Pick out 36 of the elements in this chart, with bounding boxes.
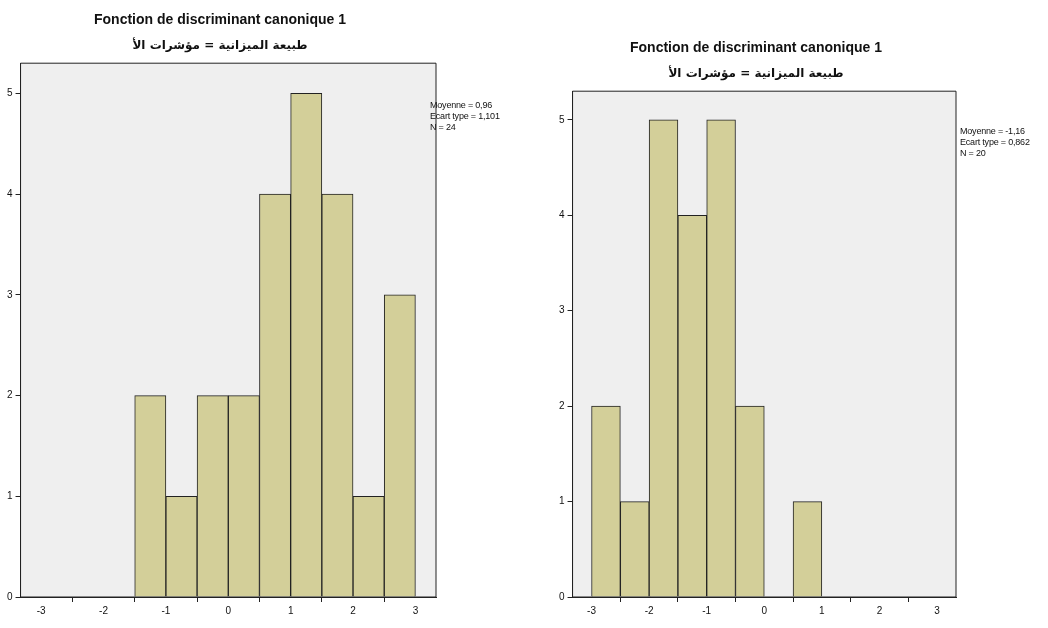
text: N = 20 [960,148,987,159]
x-tick-label: 2 [350,604,357,616]
y-tick-label: 4 [7,187,13,199]
x-tick-label: -2 [644,604,655,616]
x-tick-label: 3 [934,604,941,616]
x-tick-label: 3 [412,604,419,616]
annotation: N = 24 [430,122,457,133]
y-tick-label: 0 [7,590,13,602]
x-tick-label: 2 [876,604,883,616]
x-tick-label: -1 [702,604,712,616]
x-tick-label: 1 [819,604,826,616]
y-tick-label: 1 [7,490,13,502]
y-tick-label: 5 [559,113,565,125]
y-tick-label: 3 [559,304,565,316]
text: Ecart type = 0,862 [960,137,1030,148]
x-tick-label: -2 [99,604,109,616]
annotation: Ecart type = 1,101 [430,111,500,122]
y-tick-label: 4 [559,209,565,221]
x-tick-label: -3 [587,604,597,616]
chart-title: Fonction de discriminant canonique 1 [629,39,883,56]
chart-subtitle: طبيعة الميزانية = مؤشرات الأ [132,37,308,54]
x-tick-label: -1 [161,604,171,616]
chart-title: Fonction de discriminant canonique 1 [93,11,347,28]
y-tick-label: 1 [559,495,565,507]
chart-subtitle: طبيعة الميزانية = مؤشرات الأ [668,65,844,82]
annotation: Moyenne = 0,96 [430,100,493,111]
y-tick-label: 3 [7,288,13,300]
text: Moyenne = -1,16 [960,126,1026,137]
x-tick-label: 0 [225,604,232,616]
y-tick-label: 2 [559,399,565,411]
x-tick-label: 1 [287,604,294,616]
y-tick-label: 5 [7,87,13,99]
y-tick-label: 2 [7,389,13,401]
x-tick-label: 0 [761,604,768,616]
y-tick-label: 0 [559,590,565,602]
x-tick-label: -3 [36,604,47,616]
